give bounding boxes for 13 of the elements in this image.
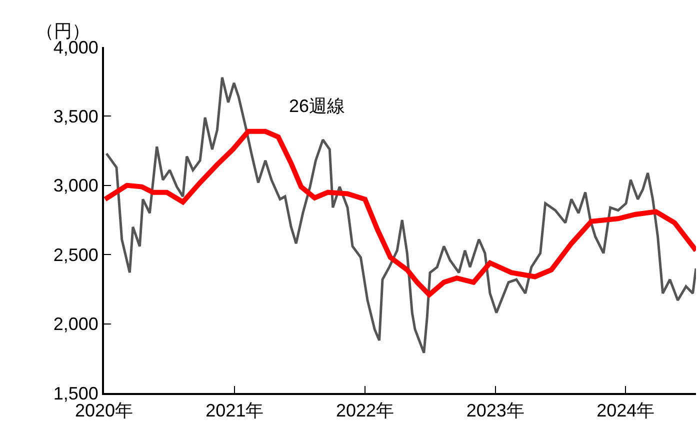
y-axis-title: （円） (36, 21, 90, 41)
x-tick-label: 2022年 (336, 400, 394, 421)
x-tick-label: 2021年 (206, 400, 264, 421)
y-tick-label: 3,000 (53, 176, 98, 196)
x-tick-label: 2024年 (596, 400, 655, 421)
x-tick-label: 2023年 (466, 400, 524, 421)
annotation: 26週線 (289, 96, 346, 116)
line-series (105, 76, 696, 354)
y-tick-label: 1,500 (53, 383, 98, 404)
y-tick-label: 3,500 (53, 106, 98, 126)
y-tick-label: 2,500 (53, 244, 98, 265)
y-tick-label: 2,000 (53, 314, 98, 334)
x-tick-label: 2020年 (74, 400, 134, 421)
